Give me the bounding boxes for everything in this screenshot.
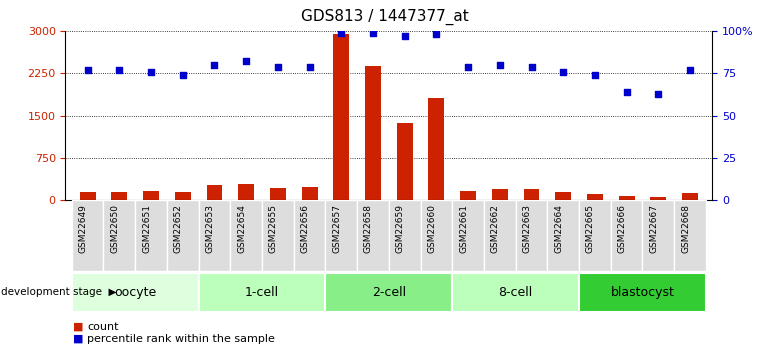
Text: percentile rank within the sample: percentile rank within the sample [87,334,275,344]
Bar [103,200,136,271]
Text: GSM22660: GSM22660 [427,204,437,253]
Point [557,69,569,75]
Text: 2-cell: 2-cell [372,286,406,299]
Point [462,64,474,69]
Bar [357,200,389,271]
Bar [389,200,420,271]
Bar [270,188,286,200]
Bar [199,200,230,271]
Point [589,72,601,78]
Bar [555,192,571,200]
Bar [136,200,167,271]
Bar [333,34,350,200]
Bar [452,273,579,312]
Point [82,67,94,73]
Bar [143,190,159,200]
Text: GSM22656: GSM22656 [300,204,310,253]
Bar [397,123,413,200]
Text: GSM22662: GSM22662 [490,204,500,253]
Bar [206,186,223,200]
Text: GSM22666: GSM22666 [618,204,627,253]
Text: oocyte: oocyte [114,286,156,299]
Bar [516,200,547,271]
Bar [112,192,127,200]
Text: GSM22664: GSM22664 [554,204,563,253]
Point [335,30,347,36]
Point [367,30,379,36]
Point [525,64,537,69]
Text: GSM22668: GSM22668 [681,204,690,253]
Bar [579,273,706,312]
Point [399,33,411,39]
Text: 1-cell: 1-cell [245,286,279,299]
Bar [484,200,516,271]
Text: GSM22665: GSM22665 [586,204,595,253]
Point [145,69,157,75]
Bar [262,200,293,271]
Bar [524,189,540,200]
Bar [682,193,698,200]
Bar [167,200,199,271]
Bar [238,184,254,200]
Bar [460,191,476,200]
Point [494,62,506,68]
Bar [611,200,642,271]
Text: 8-cell: 8-cell [498,286,533,299]
Text: GSM22649: GSM22649 [79,204,88,253]
Bar [547,200,579,271]
Bar [326,273,452,312]
Point [652,91,665,96]
Bar [642,200,675,271]
Point [113,67,126,73]
Text: development stage  ▶: development stage ▶ [1,287,116,297]
Bar [651,197,666,200]
Text: GSM22667: GSM22667 [649,204,658,253]
Bar [72,273,199,312]
Text: ■: ■ [73,334,84,344]
Text: blastocyst: blastocyst [611,286,675,299]
Bar [675,200,706,271]
Text: ■: ■ [73,322,84,332]
Text: GSM22657: GSM22657 [333,204,341,253]
Bar [492,189,507,200]
Bar [199,273,326,312]
Point [209,62,221,68]
Point [430,32,443,37]
Text: GSM22654: GSM22654 [237,204,246,253]
Bar [579,200,611,271]
Bar [302,187,317,200]
Text: GSM22663: GSM22663 [523,204,531,253]
Point [240,59,253,64]
Bar [587,194,603,200]
Bar [452,200,484,271]
Text: GSM22653: GSM22653 [206,204,215,253]
Text: GSM22661: GSM22661 [459,204,468,253]
Point [684,67,696,73]
Text: GSM22650: GSM22650 [110,204,119,253]
Bar [72,200,103,271]
Bar [293,200,326,271]
Text: GSM22652: GSM22652 [174,204,182,253]
Bar [365,66,381,200]
Bar [80,192,95,200]
Text: count: count [87,322,119,332]
Bar [619,196,634,200]
Text: GDS813 / 1447377_at: GDS813 / 1447377_at [301,9,469,25]
Bar [230,200,262,271]
Text: GSM22658: GSM22658 [364,204,373,253]
Point [303,64,316,69]
Bar [326,200,357,271]
Point [621,89,633,95]
Point [176,72,189,78]
Text: GSM22655: GSM22655 [269,204,278,253]
Point [272,64,284,69]
Bar [428,98,444,200]
Bar [420,200,452,271]
Text: GSM22659: GSM22659 [396,204,405,253]
Text: GSM22651: GSM22651 [142,204,151,253]
Bar [175,192,191,200]
